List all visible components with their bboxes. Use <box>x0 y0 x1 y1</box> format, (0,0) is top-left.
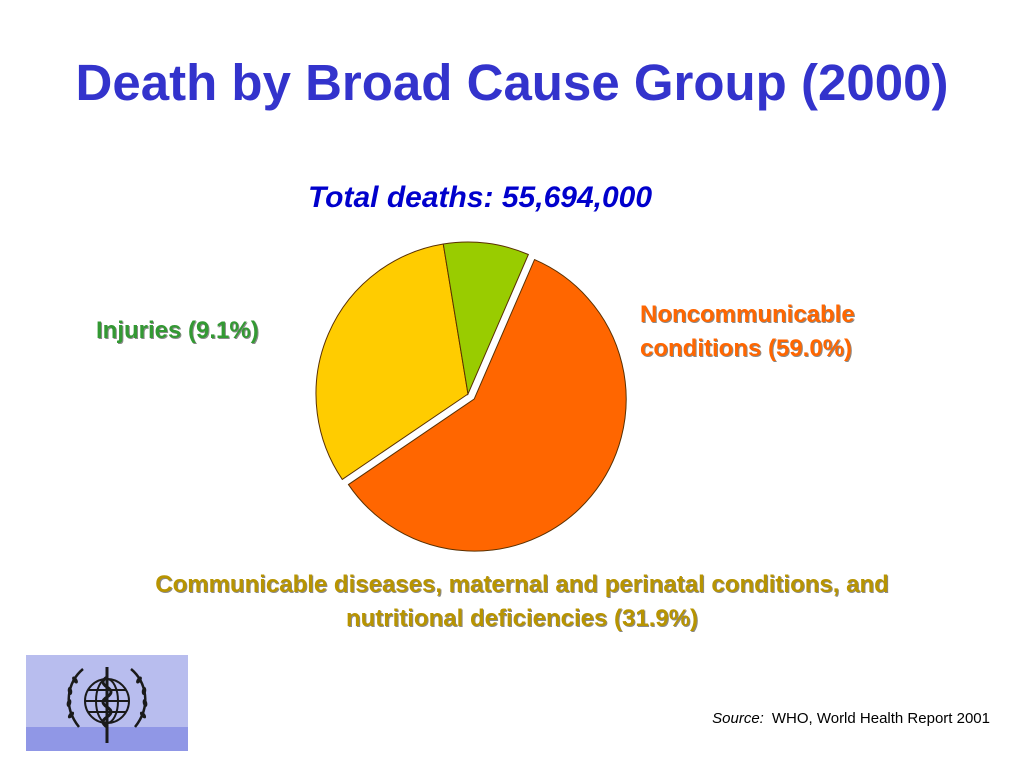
pie-slice-noncommunicable <box>347 258 627 552</box>
pie-slice-communicable <box>315 243 469 481</box>
who-logo <box>26 655 188 751</box>
source-label: Source: <box>712 710 764 727</box>
slice-label-line: conditions (59.0%) <box>640 335 853 362</box>
chart-subtitle: Total deaths: 55,694,000 <box>307 181 653 214</box>
slice-label-line: Injuries (9.1%) <box>96 317 259 344</box>
slice-label-communicable: Communicable diseases, maternal and peri… <box>60 568 984 636</box>
who-emblem-icon <box>66 667 148 743</box>
slice-label-line: nutritional deficiencies (31.9%) <box>345 605 699 632</box>
slice-label-line: Noncommunicable <box>640 301 855 328</box>
slice-label-line: Communicable diseases, maternal and peri… <box>155 571 889 598</box>
source-note: Source: WHO, World Health Report 2001 <box>712 710 990 727</box>
chart-title: Death by Broad Cause Group (2000) <box>75 54 949 111</box>
source-text: WHO, World Health Report 2001 <box>771 710 990 727</box>
slice-label-injuries: Injuries (9.1%) <box>96 314 259 348</box>
slice-label-noncommunicable: Noncommunicable conditions (59.0%) <box>640 298 855 366</box>
pie-slice-injuries <box>442 241 530 396</box>
